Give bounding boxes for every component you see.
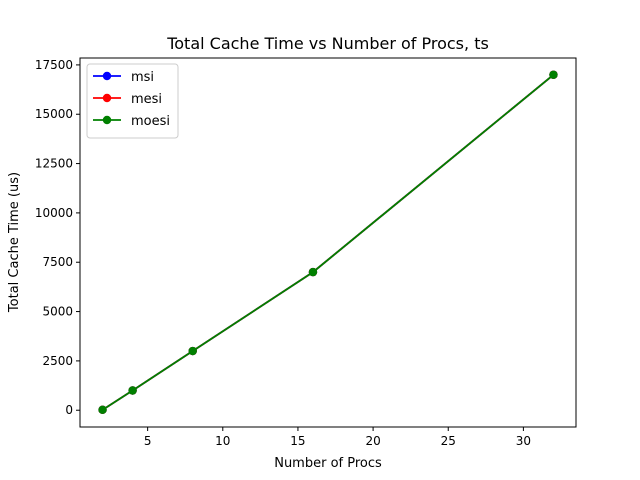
axes-frame [79, 57, 577, 428]
y-tick-label: 5000 [42, 305, 73, 319]
x-tick-label: 25 [441, 434, 456, 448]
chart-title: Total Cache Time vs Number of Procs, ts [166, 34, 489, 53]
y-tick-label: 15000 [35, 107, 73, 121]
legend-label-msi: msi [131, 70, 154, 85]
legend-label-mesi: mesi [131, 92, 162, 107]
legend: msi mesi moesi [86, 63, 179, 139]
y-tick-label: 2500 [42, 354, 73, 368]
data-point-moesi [128, 386, 137, 395]
x-axis: 5 10 15 20 25 30 [144, 427, 531, 448]
x-tick-label: 15 [290, 434, 305, 448]
legend-marker-mesi [102, 93, 112, 103]
plot-series [98, 70, 558, 415]
x-tick-label: 20 [365, 434, 380, 448]
x-axis-label: Number of Procs [274, 456, 382, 471]
x-tick-label: 30 [516, 434, 531, 448]
y-tick-label: 10000 [35, 206, 73, 220]
data-point-moesi [308, 267, 318, 277]
y-tick-label: 0 [65, 403, 73, 417]
y-tick-label: 17500 [35, 58, 73, 72]
y-tick-label: 12500 [35, 157, 73, 171]
y-axis: 0 2500 5000 7500 10000 12500 15000 17500 [35, 58, 80, 417]
legend-marker-moesi [102, 115, 112, 125]
data-point-moesi [549, 70, 558, 79]
y-axis-label: Total Cache Time (us) [7, 172, 22, 313]
legend-marker-msi [102, 71, 112, 81]
y-tick-label: 7500 [42, 255, 73, 269]
x-tick-label: 5 [144, 434, 152, 448]
x-tick-label: 10 [215, 434, 230, 448]
data-point-moesi [98, 405, 107, 415]
data-point-moesi [188, 346, 197, 356]
legend-label-moesi: moesi [131, 114, 170, 129]
